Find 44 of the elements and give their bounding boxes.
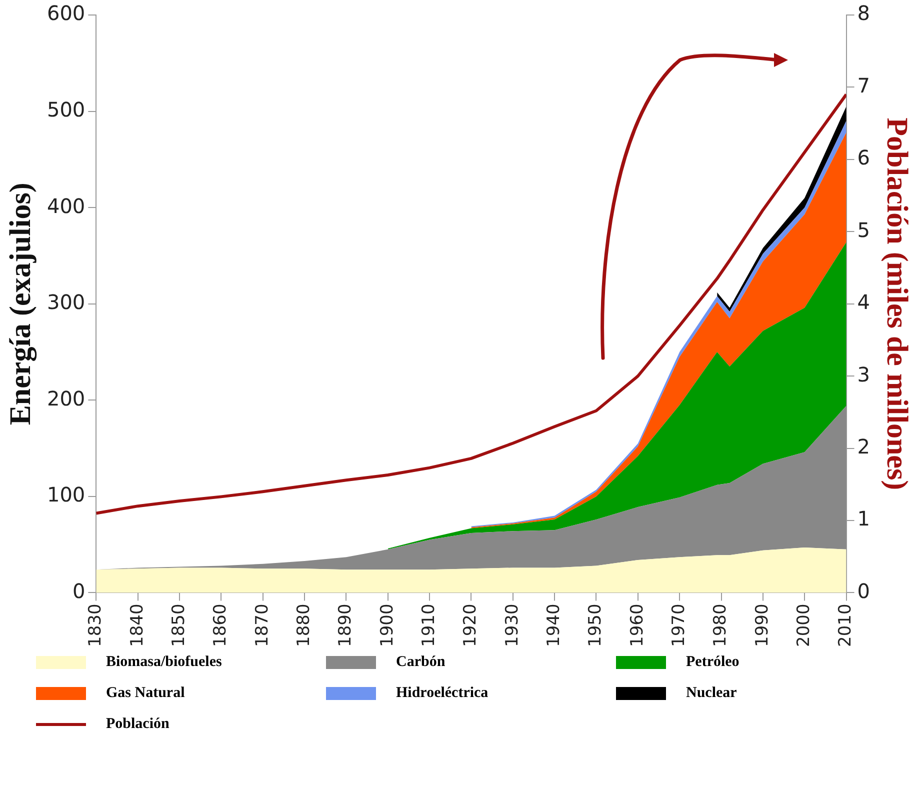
- y2-tick-label: 8: [857, 1, 870, 26]
- x-tick-label: 1940: [544, 604, 564, 647]
- x-tick-label: 2010: [836, 604, 856, 647]
- y-tick-label: 300: [46, 290, 86, 314]
- y2-tick-label: 1: [857, 506, 870, 531]
- x-tick-label: 1980: [710, 604, 731, 647]
- y2-tick-label: 6: [857, 146, 870, 170]
- x-tick-label: 1860: [210, 604, 231, 647]
- y-tick-label: 500: [46, 97, 86, 122]
- y-tick-label: 100: [46, 482, 86, 507]
- x-tick-label: 1840: [127, 604, 148, 647]
- y-tick-label: 400: [46, 194, 86, 218]
- y2-axis-title: Población (miles de millones): [880, 118, 914, 490]
- legend-label: Biomasa/biofueles: [106, 654, 222, 671]
- x-tick-label: 1950: [586, 604, 606, 647]
- legend-label: Petróleo: [686, 654, 740, 671]
- legend-label: Gas Natural: [106, 685, 185, 702]
- y-tick-label: 0: [72, 578, 86, 603]
- y2-tick-label: 7: [857, 73, 870, 98]
- x-tick-label: 1870: [252, 604, 272, 647]
- x-tick-label: 1930: [502, 604, 522, 647]
- y2-tick-label: 0: [857, 578, 870, 603]
- y-tick-label: 600: [46, 1, 86, 26]
- x-tick-label: 1900: [377, 604, 398, 647]
- x-tick-label: 1850: [168, 604, 189, 647]
- x-tick-label: 1960: [627, 604, 648, 647]
- legend-label: Población: [106, 716, 170, 733]
- x-tick-label: 1910: [418, 604, 439, 647]
- x-tick-label: 2000: [794, 604, 814, 647]
- x-tick-label: 1970: [669, 604, 690, 647]
- legend-label: Hidroeléctrica: [396, 685, 488, 702]
- legend-label: Carbón: [396, 654, 446, 671]
- x-tick-label: 1920: [460, 604, 481, 647]
- y-tick-label: 200: [46, 386, 86, 410]
- x-tick-label: 1890: [336, 604, 356, 647]
- x-tick-label: 1830: [86, 604, 106, 647]
- x-tick-label: 1990: [752, 604, 772, 647]
- y-axis-title: Energía (exajulios): [4, 182, 37, 426]
- legend-label: Nuclear: [686, 685, 737, 702]
- y2-tick-label: 3: [857, 362, 870, 386]
- y2-tick-label: 5: [857, 218, 870, 242]
- x-tick-label: 1880: [294, 604, 314, 647]
- y2-tick-label: 4: [857, 290, 870, 314]
- y2-tick-label: 2: [857, 434, 870, 459]
